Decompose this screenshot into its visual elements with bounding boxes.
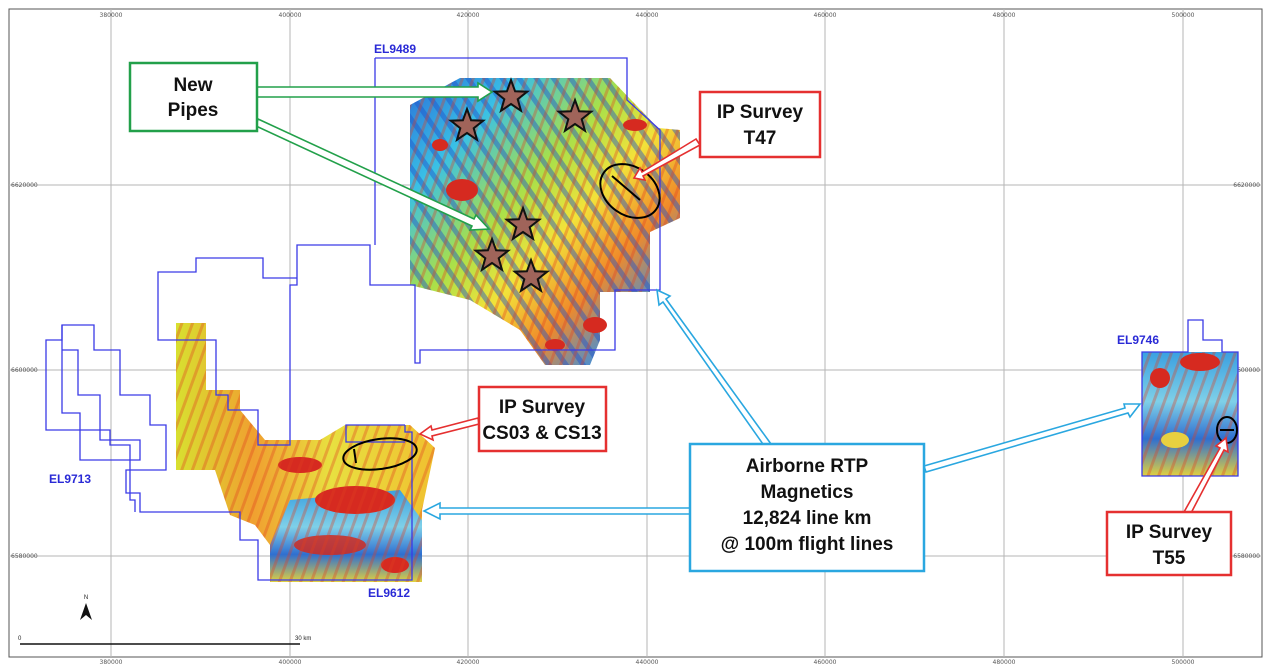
arrow-ip-t47 — [632, 137, 702, 182]
ip-cs-line-2: CS03 & CS13 — [482, 423, 601, 444]
magnetics-southwest-block — [176, 323, 435, 582]
arrow-ip-cs — [418, 417, 480, 442]
scale-label-right: 30 km — [295, 636, 311, 642]
new-pipe-star-icon — [473, 236, 511, 273]
tenement-el9713-outline — [45, 325, 136, 512]
callout-arrows — [255, 81, 1230, 521]
label-el9612: EL9612 — [368, 586, 410, 600]
magnetics-north-block — [410, 78, 680, 365]
scale-label-left: 0 — [18, 636, 22, 642]
label-el9489: EL9489 — [374, 42, 416, 56]
ip-t55-line-1: IP Survey — [1126, 522, 1213, 543]
northing-tick-label-left: 6620000 — [11, 182, 38, 189]
easting-tick-label-top: 460000 — [814, 12, 837, 19]
airborne-line-2: Magnetics — [761, 482, 854, 503]
north-arrow: N — [80, 595, 92, 620]
label-el9746: EL9746 — [1117, 333, 1159, 347]
easting-tick-label-bottom: 460000 — [814, 659, 837, 666]
northing-tick-label-left: 6600000 — [11, 367, 38, 374]
easting-tick-label-top: 380000 — [100, 12, 123, 19]
new-pipe-star-icon — [492, 77, 530, 114]
northing-tick-label-left: 6580000 — [11, 553, 38, 560]
tenement-el9612-outline — [61, 324, 413, 581]
easting-tick-label-top: 500000 — [1172, 12, 1195, 19]
ip-t55-line-2: T55 — [1153, 548, 1186, 569]
arrow-new-pipes-top — [256, 81, 494, 103]
new-pipes-markers — [448, 77, 594, 294]
easting-tick-label-top: 420000 — [457, 12, 480, 19]
easting-tick-label-bottom: 420000 — [457, 659, 480, 666]
callout-airborne: Airborne RTP Magnetics 12,824 line km @ … — [688, 442, 926, 573]
new-pipes-line-1: New — [173, 75, 212, 96]
northing-tick-label-right: 6620000 — [1233, 182, 1260, 189]
callout-ip-t55: IP Survey T55 — [1105, 510, 1233, 577]
easting-tick-label-bottom: 400000 — [279, 659, 302, 666]
new-pipe-star-icon — [512, 257, 550, 294]
ip-t47-line-2: T47 — [744, 128, 777, 149]
easting-tick-label-top: 400000 — [279, 12, 302, 19]
easting-tick-label-bottom: 380000 — [100, 659, 123, 666]
easting-tick-label-bottom: 440000 — [636, 659, 659, 666]
northing-tick-label-right: 6580000 — [1233, 553, 1260, 560]
easting-tick-label-top: 440000 — [636, 12, 659, 19]
arrow-ip-t55 — [1182, 436, 1230, 517]
magnetics-east-block — [1142, 352, 1238, 476]
new-pipe-star-icon — [504, 205, 542, 242]
northing-tick-label-right: 6600000 — [1233, 367, 1260, 374]
easting-tick-label-bottom: 500000 — [1172, 659, 1195, 666]
new-pipe-star-icon — [556, 97, 594, 134]
new-pipe-star-icon — [448, 106, 486, 143]
airborne-line-1: Airborne RTP — [746, 456, 869, 477]
ip-ellipse-cs — [342, 437, 418, 471]
easting-tick-label-bottom: 480000 — [993, 659, 1016, 666]
new-pipes-line-2: Pipes — [168, 100, 219, 121]
arrow-airborne-southwest — [422, 501, 691, 521]
tenement-el9746-outline — [1141, 319, 1239, 477]
callout-new-pipes: New Pipes — [128, 61, 259, 133]
callout-ip-t47: IP Survey T47 — [698, 90, 822, 159]
airborne-line-4: @ 100m flight lines — [721, 534, 894, 555]
arrow-airborne-east — [922, 403, 1142, 473]
airborne-line-3: 12,824 line km — [743, 508, 872, 529]
arrow-airborne-north — [656, 288, 773, 449]
ip-t47-line-1: IP Survey — [717, 102, 804, 123]
north-label: N — [84, 595, 88, 601]
callout-ip-cs: IP Survey CS03 & CS13 — [477, 385, 608, 453]
label-el9713: EL9713 — [49, 472, 91, 486]
scale-bar: 0 30 km — [18, 636, 311, 645]
ip-cs-line-1: IP Survey — [499, 397, 586, 418]
easting-tick-label-top: 480000 — [993, 12, 1016, 19]
tenement-outlines — [45, 57, 1239, 581]
arrow-new-pipes-lower — [255, 117, 491, 231]
